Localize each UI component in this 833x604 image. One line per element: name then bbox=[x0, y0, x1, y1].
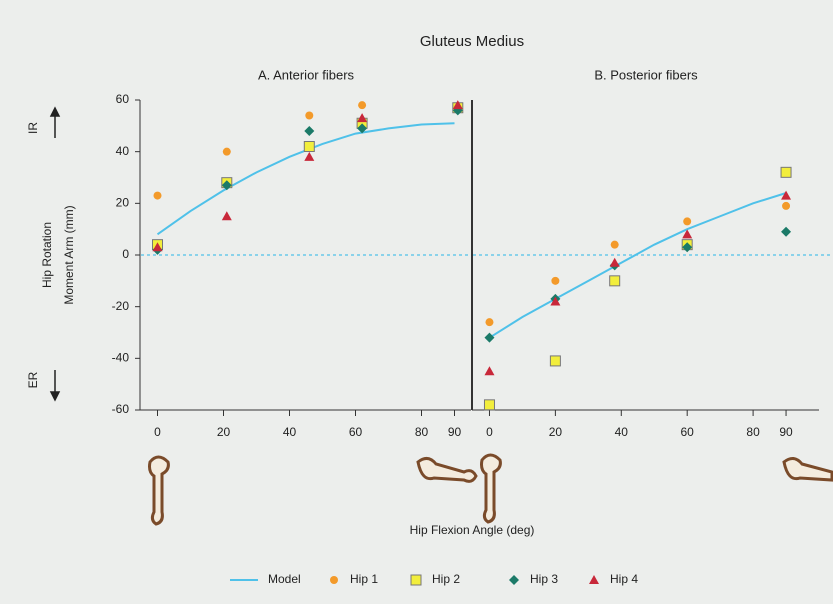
point bbox=[551, 277, 559, 285]
point bbox=[154, 192, 162, 200]
legend-label: Hip 3 bbox=[530, 572, 558, 586]
y-tick-label: 0 bbox=[122, 247, 129, 261]
point bbox=[782, 202, 790, 210]
point bbox=[358, 101, 366, 109]
legend-label: Hip 1 bbox=[350, 572, 378, 586]
y-tick-label: 20 bbox=[116, 196, 130, 210]
x-tick-label: 60 bbox=[681, 425, 695, 439]
x-tick-label: 90 bbox=[779, 425, 793, 439]
figure: Gluteus Medius Hip Rotation Moment Arm (… bbox=[0, 0, 833, 604]
x-tick-label: 90 bbox=[448, 425, 462, 439]
point bbox=[611, 241, 619, 249]
point bbox=[304, 142, 314, 152]
point bbox=[781, 167, 791, 177]
x-tick-label: 0 bbox=[154, 425, 161, 439]
y-label: Moment Arm (mm) bbox=[62, 205, 76, 304]
legend-label: Model bbox=[268, 572, 301, 586]
point bbox=[305, 112, 313, 120]
legend-swatch bbox=[330, 576, 338, 584]
point bbox=[484, 400, 494, 410]
ir-label: IR bbox=[26, 122, 40, 134]
x-tick-label: 80 bbox=[415, 425, 429, 439]
figure-title: Gluteus Medius bbox=[420, 33, 524, 50]
y-tick-label: 40 bbox=[116, 144, 130, 158]
y-tick-label: -40 bbox=[112, 351, 130, 365]
x-label: Hip Flexion Angle (deg) bbox=[410, 523, 535, 537]
legend-swatch bbox=[411, 575, 421, 585]
panel-title: B. Posterior fibers bbox=[594, 67, 698, 82]
point bbox=[485, 318, 493, 326]
x-tick-label: 80 bbox=[746, 425, 760, 439]
y-label: Hip Rotation bbox=[40, 222, 54, 288]
panel-title: A. Anterior fibers bbox=[258, 67, 355, 82]
legend-label: Hip 2 bbox=[432, 572, 460, 586]
y-tick-label: -20 bbox=[112, 299, 130, 313]
x-tick-label: 60 bbox=[349, 425, 363, 439]
y-tick-label: -60 bbox=[112, 402, 130, 416]
point bbox=[550, 356, 560, 366]
x-tick-label: 20 bbox=[217, 425, 231, 439]
point bbox=[610, 276, 620, 286]
x-tick-label: 20 bbox=[549, 425, 563, 439]
legend-label: Hip 4 bbox=[610, 572, 638, 586]
er-label: ER bbox=[26, 371, 40, 388]
point bbox=[683, 217, 691, 225]
x-tick-label: 40 bbox=[283, 425, 297, 439]
x-tick-label: 40 bbox=[615, 425, 629, 439]
x-tick-label: 0 bbox=[486, 425, 493, 439]
y-tick-label: 60 bbox=[116, 92, 130, 106]
point bbox=[223, 148, 231, 156]
